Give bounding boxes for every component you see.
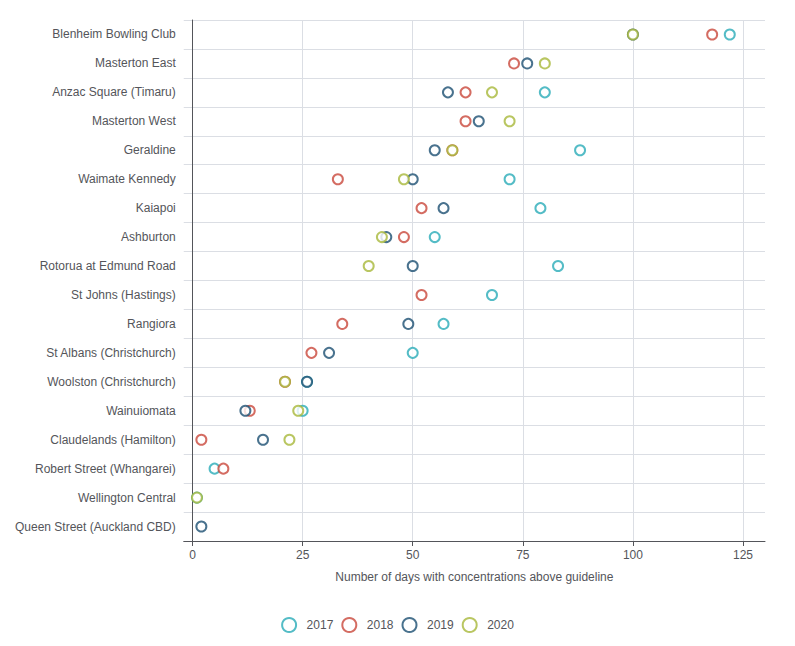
- svg-text:Wainuiomata: Wainuiomata: [106, 404, 176, 418]
- svg-text:Rangiora: Rangiora: [127, 317, 176, 331]
- svg-text:2018: 2018: [367, 618, 394, 632]
- svg-text:0: 0: [189, 548, 196, 562]
- svg-text:Ashburton: Ashburton: [121, 230, 176, 244]
- svg-text:Geraldine: Geraldine: [124, 143, 176, 157]
- svg-text:Masterton West: Masterton West: [92, 114, 176, 128]
- svg-text:25: 25: [296, 548, 310, 562]
- svg-text:Robert Street (Whangarei): Robert Street (Whangarei): [35, 462, 176, 476]
- svg-text:Rotorua at Edmund Road: Rotorua at Edmund Road: [40, 259, 176, 273]
- svg-text:Queen Street (Auckland CBD): Queen Street (Auckland CBD): [15, 520, 176, 534]
- svg-text:125: 125: [733, 548, 753, 562]
- svg-text:100: 100: [623, 548, 643, 562]
- svg-text:St Albans (Christchurch): St Albans (Christchurch): [46, 346, 175, 360]
- svg-text:75: 75: [516, 548, 530, 562]
- svg-text:Claudelands (Hamilton): Claudelands (Hamilton): [50, 433, 175, 447]
- svg-text:2017: 2017: [307, 618, 334, 632]
- svg-text:2020: 2020: [487, 618, 514, 632]
- svg-text:50: 50: [406, 548, 420, 562]
- svg-text:Waimate Kennedy: Waimate Kennedy: [78, 172, 176, 186]
- svg-text:Anzac Square (Timaru): Anzac Square (Timaru): [52, 85, 176, 99]
- svg-text:St Johns (Hastings): St Johns (Hastings): [71, 288, 176, 302]
- svg-text:Blenheim Bowling Club: Blenheim Bowling Club: [52, 27, 176, 41]
- svg-text:2019: 2019: [427, 618, 454, 632]
- svg-text:Masterton East: Masterton East: [95, 56, 176, 70]
- svg-text:Kaiapoi: Kaiapoi: [136, 201, 176, 215]
- svg-text:Woolston (Christchurch): Woolston (Christchurch): [47, 375, 175, 389]
- svg-text:Wellington Central: Wellington Central: [78, 491, 176, 505]
- svg-text:Number of days with concentrat: Number of days with concentrations above…: [335, 570, 613, 584]
